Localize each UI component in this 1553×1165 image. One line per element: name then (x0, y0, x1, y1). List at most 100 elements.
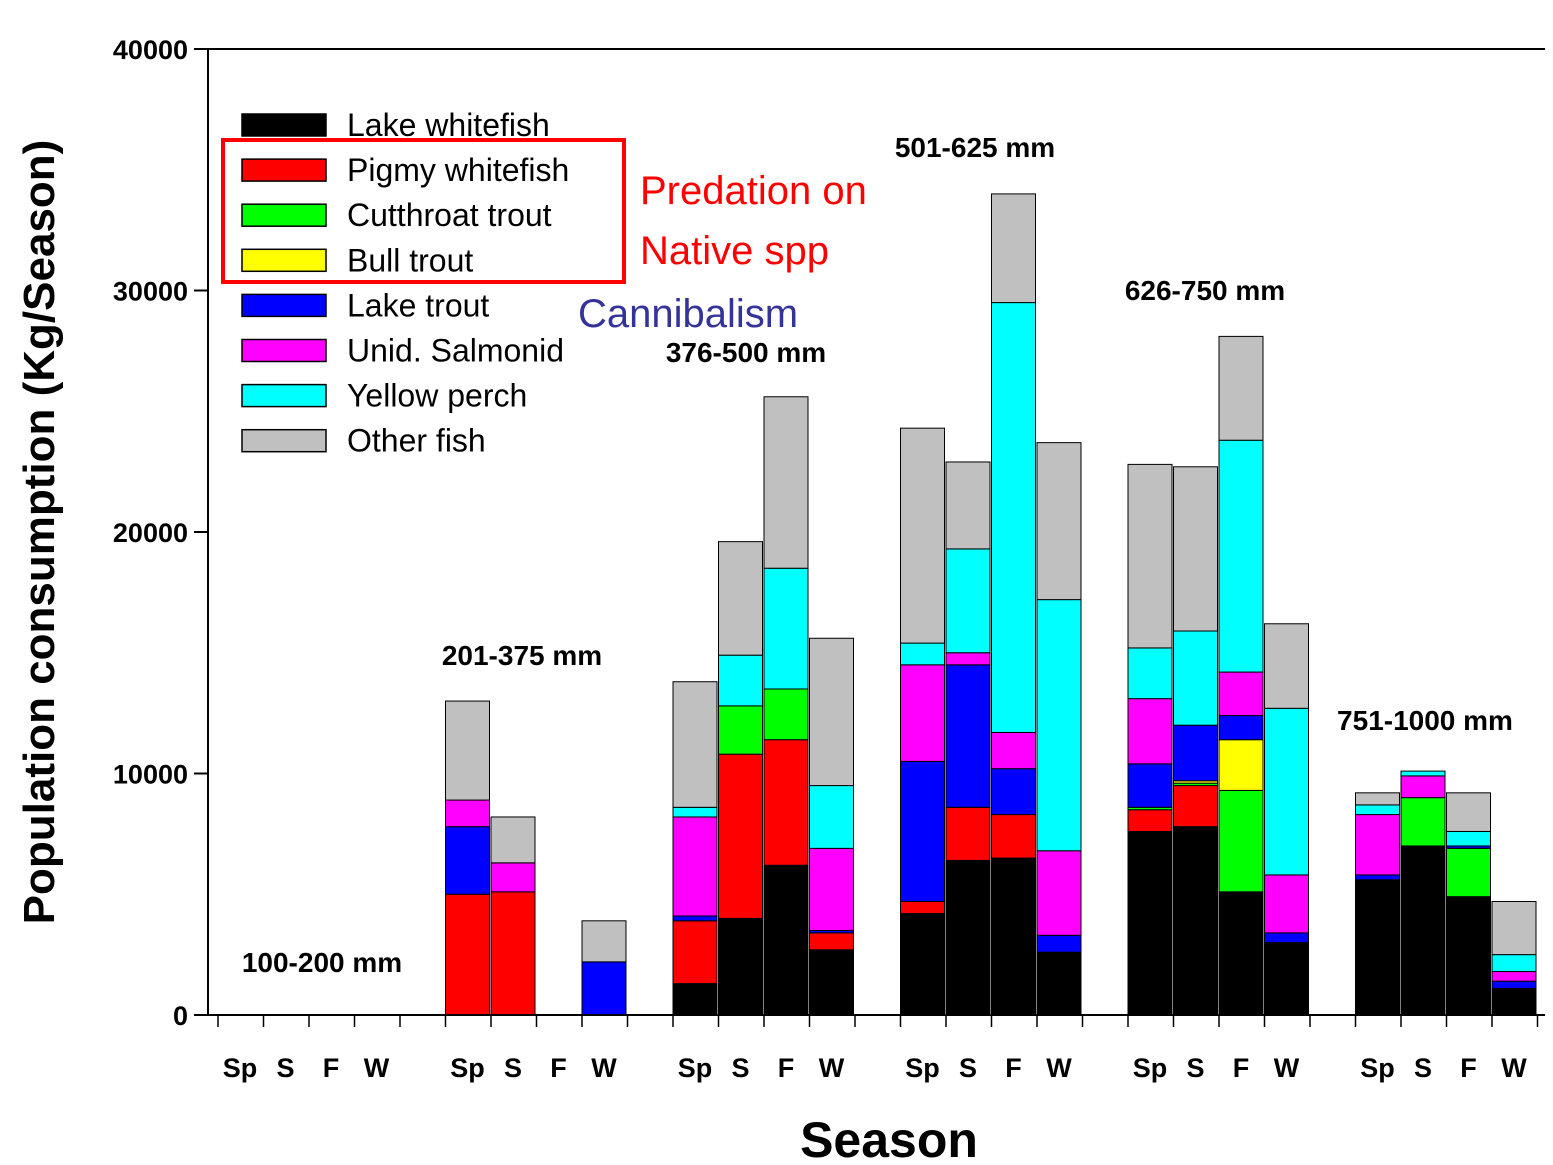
x-tick-label: Sp (223, 1053, 258, 1083)
bar-segment-yellow-perch (1037, 600, 1081, 851)
bar-segment-pigmy-whitefish (446, 894, 490, 1015)
x-tick-label: W (591, 1053, 617, 1083)
bar-segment-lake-whitefish (1265, 943, 1309, 1015)
bar-segment-other-fish (1219, 336, 1263, 440)
legend-swatch (242, 114, 326, 136)
bar-segment-unid-salmonid (1401, 776, 1445, 798)
bar-segment-pigmy-whitefish (1128, 810, 1172, 832)
legend-swatch (242, 249, 326, 271)
x-tick-label: F (550, 1053, 567, 1083)
bar-segment-lake-trout (946, 665, 990, 807)
bar-segment-pigmy-whitefish (810, 933, 854, 950)
legend-swatch (242, 204, 326, 226)
bar-segment-lake-trout (1128, 764, 1172, 807)
bar-segment-lake-whitefish (1128, 831, 1172, 1015)
bar-segment-other-fish (901, 428, 945, 643)
bar-segment-lake-trout (1174, 725, 1218, 781)
bar-segment-yellow-perch (1447, 831, 1491, 845)
legend-swatch (242, 340, 326, 362)
bar-segment-other-fish (719, 542, 763, 656)
legend-label: Other fish (347, 423, 486, 459)
group-label: 501-625 mm (895, 132, 1055, 163)
bar-segment-unid-salmonid (992, 732, 1036, 768)
bar-segment-yellow-perch (810, 786, 854, 849)
bar-segment-pigmy-whitefish (719, 754, 763, 918)
x-tick-label: F (323, 1053, 340, 1083)
bar-segment-other-fish (1447, 793, 1491, 832)
legend-swatch (242, 385, 326, 407)
x-tick-label: W (819, 1053, 845, 1083)
bar-segment-lake-trout (1265, 933, 1309, 943)
bar-segment-unid-salmonid (1265, 875, 1309, 933)
bar-segment-other-fish (1037, 443, 1081, 600)
x-tick-label: Sp (905, 1053, 940, 1083)
x-tick-label: S (1186, 1053, 1204, 1083)
bar-segment-lake-whitefish (992, 858, 1036, 1015)
x-tick-label: F (1460, 1053, 1477, 1083)
annotation-native-line-2: Native spp (640, 229, 829, 273)
bar-segment-yellow-perch (1401, 771, 1445, 776)
bar-segment-lake-trout (1037, 935, 1081, 952)
bar-segment-lake-trout (582, 962, 626, 1015)
x-tick-label: W (364, 1053, 390, 1083)
bar-segment-lake-whitefish (810, 950, 854, 1015)
bar-segment-pigmy-whitefish (1174, 786, 1218, 827)
bar-segment-cutthroat-trout (1447, 848, 1491, 896)
bar-segment-yellow-perch (1219, 440, 1263, 672)
bar-segment-lake-trout (1219, 716, 1263, 740)
legend-label: Cutthroat trout (347, 197, 552, 233)
bar-segment-other-fish (1128, 464, 1172, 648)
bar-segment-yellow-perch (901, 643, 945, 665)
x-tick-label: S (504, 1053, 522, 1083)
x-tick-label: S (959, 1053, 977, 1083)
bar-segment-lake-trout (446, 827, 490, 895)
bar-segment-unid-salmonid (946, 653, 990, 665)
bar-segment-yellow-perch (946, 549, 990, 653)
bar-segment-other-fish (1174, 467, 1218, 631)
bar-segment-yellow-perch (1492, 955, 1536, 972)
legend-label: Yellow perch (347, 378, 527, 414)
bar-segment-lake-whitefish (764, 865, 808, 1015)
bar-segment-pigmy-whitefish (673, 921, 717, 984)
bar-segment-yellow-perch (719, 655, 763, 706)
bar-segment-lake-trout (992, 769, 1036, 815)
bar-segment-lake-trout (1492, 981, 1536, 988)
bar-segment-cutthroat-trout (719, 706, 763, 754)
bar-segment-other-fish (764, 397, 808, 568)
bar-segment-lake-trout (901, 761, 945, 901)
bar-segment-pigmy-whitefish (901, 901, 945, 913)
bar-segment-lake-trout (673, 916, 717, 921)
x-tick-label: Sp (1360, 1053, 1395, 1083)
x-tick-label: F (1233, 1053, 1250, 1083)
bar-segment-unid-salmonid (1356, 815, 1400, 875)
legend-swatch (242, 430, 326, 452)
x-tick-label: W (1501, 1053, 1527, 1083)
y-axis-title: Population consumption (Kg/Season) (15, 140, 64, 925)
group-label: 201-375 mm (442, 640, 602, 671)
bar-segment-lake-whitefish (1492, 988, 1536, 1015)
bar-segment-lake-whitefish (1219, 892, 1263, 1015)
bar-segment-yellow-perch (992, 303, 1036, 733)
legend-label: Lake trout (347, 287, 489, 323)
bar-segment-other-fish (946, 462, 990, 549)
y-tick-label: 20000 (113, 518, 188, 548)
bar-segment-unid-salmonid (810, 848, 854, 930)
bar-segment-unid-salmonid (1219, 672, 1263, 715)
legend-label: Pigmy whitefish (347, 152, 569, 188)
annotation-native-line-1: Predation on (640, 169, 867, 213)
bar-segment-lake-whitefish (673, 984, 717, 1015)
bar-segment-pigmy-whitefish (764, 740, 808, 866)
x-tick-label: F (1005, 1053, 1022, 1083)
bar-segment-lake-whitefish (1401, 846, 1445, 1015)
bar-segment-lake-whitefish (1356, 880, 1400, 1015)
bar-segment-yellow-perch (1356, 805, 1400, 815)
x-axis-title: Season (800, 1112, 978, 1165)
bar-segment-unid-salmonid (673, 817, 717, 916)
bar-segment-other-fish (1356, 793, 1400, 805)
bar-segment-unid-salmonid (901, 665, 945, 762)
bar-segment-other-fish (446, 701, 490, 800)
bar-segment-other-fish (582, 921, 626, 962)
bar-segment-other-fish (491, 817, 535, 863)
bar-segment-unid-salmonid (1128, 699, 1172, 764)
